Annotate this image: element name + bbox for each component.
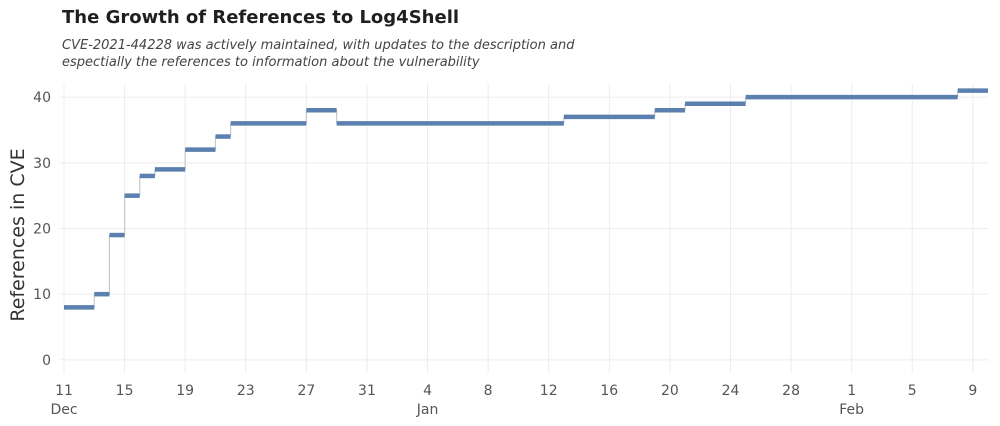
x-tick-label: 8 bbox=[484, 383, 493, 399]
x-tick-label: 31 bbox=[358, 383, 376, 399]
x-tick-label: 1 bbox=[847, 383, 856, 399]
x-tick-label: 15 bbox=[116, 383, 134, 399]
y-tick-label: 40 bbox=[33, 90, 51, 106]
chart-title: The Growth of References to Log4Shell bbox=[62, 7, 460, 28]
x-axis-ticks: 11 Dec 15 19 23 27 31 4 Jan 8 12 16 20 24 28 1 Feb 5 9 bbox=[50, 383, 977, 418]
y-axis-ticks: 0 10 20 30 40 bbox=[33, 90, 51, 369]
chart-subtitle-line-2: espectially the references to informatio… bbox=[62, 55, 480, 70]
y-tick-label: 30 bbox=[33, 156, 51, 172]
gridlines bbox=[60, 84, 988, 373]
x-month-label: Feb bbox=[839, 402, 864, 418]
chart-subtitle: CVE-2021-44228 was actively maintained, … bbox=[62, 37, 622, 71]
y-tick-label: 0 bbox=[42, 353, 51, 369]
x-tick-label: 5 bbox=[908, 383, 917, 399]
x-month-label: Jan bbox=[416, 402, 439, 418]
x-tick-label: 9 bbox=[968, 383, 977, 399]
x-tick-label: 11 bbox=[55, 383, 73, 399]
x-tick-label: 23 bbox=[237, 383, 255, 399]
x-tick-label: 19 bbox=[176, 383, 194, 399]
x-tick-label: 20 bbox=[661, 383, 679, 399]
x-tick-label: 16 bbox=[600, 383, 618, 399]
y-axis-label: References in CVE bbox=[7, 148, 29, 321]
step-series bbox=[64, 88, 988, 310]
x-tick-label: 12 bbox=[540, 383, 558, 399]
x-tick-label: 27 bbox=[297, 383, 315, 399]
y-tick-label: 10 bbox=[33, 287, 51, 303]
chart-subtitle-line-1: CVE-2021-44228 was actively maintained, … bbox=[62, 38, 575, 53]
y-tick-label: 20 bbox=[33, 222, 51, 238]
x-tick-label: 24 bbox=[722, 383, 740, 399]
x-tick-label: 4 bbox=[423, 383, 432, 399]
x-month-label: Dec bbox=[50, 402, 77, 418]
x-tick-label: 28 bbox=[782, 383, 800, 399]
